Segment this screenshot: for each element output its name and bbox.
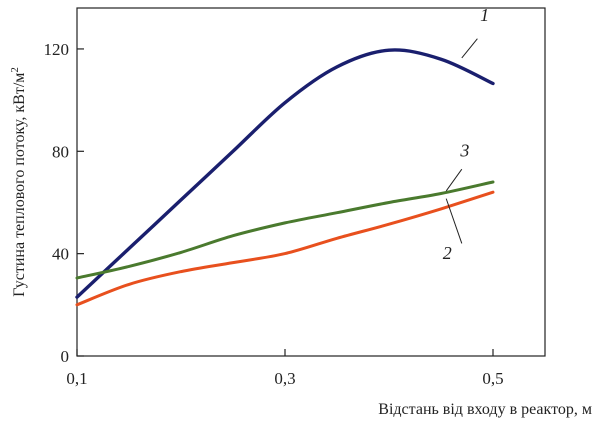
y-axis: 0 40 80 120 (44, 40, 84, 366)
y-tick-label: 120 (44, 40, 70, 59)
series-line-1 (75, 48, 495, 299)
series-label-2: 2 (443, 243, 452, 263)
y-tick-label: 80 (52, 142, 69, 161)
series-labels: 1 2 3 (443, 5, 489, 263)
plot-frame (76, 7, 546, 357)
x-axis: 0,1 0,3 0,5 (66, 349, 504, 388)
x-tick-label: 0,3 (274, 369, 295, 388)
series-label-3: 3 (459, 140, 469, 160)
x-tick-label: 0,5 (482, 369, 503, 388)
series-label-1: 1 (480, 5, 489, 25)
y-axis-title-superscript: 2 (9, 67, 21, 73)
series-line-3 (75, 180, 495, 280)
series-line-2 (75, 190, 495, 307)
y-axis-title-text: Густина теплового потоку, кВт/м (11, 73, 28, 297)
series-label-leader-1 (461, 38, 478, 59)
y-tick-label: 0 (61, 347, 70, 366)
y-tick-label: 40 (52, 245, 69, 264)
x-tick-label: 0,1 (66, 369, 87, 388)
x-axis-title: Відстань від входу в реактор, м (378, 401, 592, 418)
y-axis-title: Густина теплового потоку, кВт/м2 (9, 67, 28, 297)
series-label-leader-3 (445, 168, 463, 192)
series-layer (75, 48, 495, 307)
series-label-leader-2 (445, 198, 463, 244)
